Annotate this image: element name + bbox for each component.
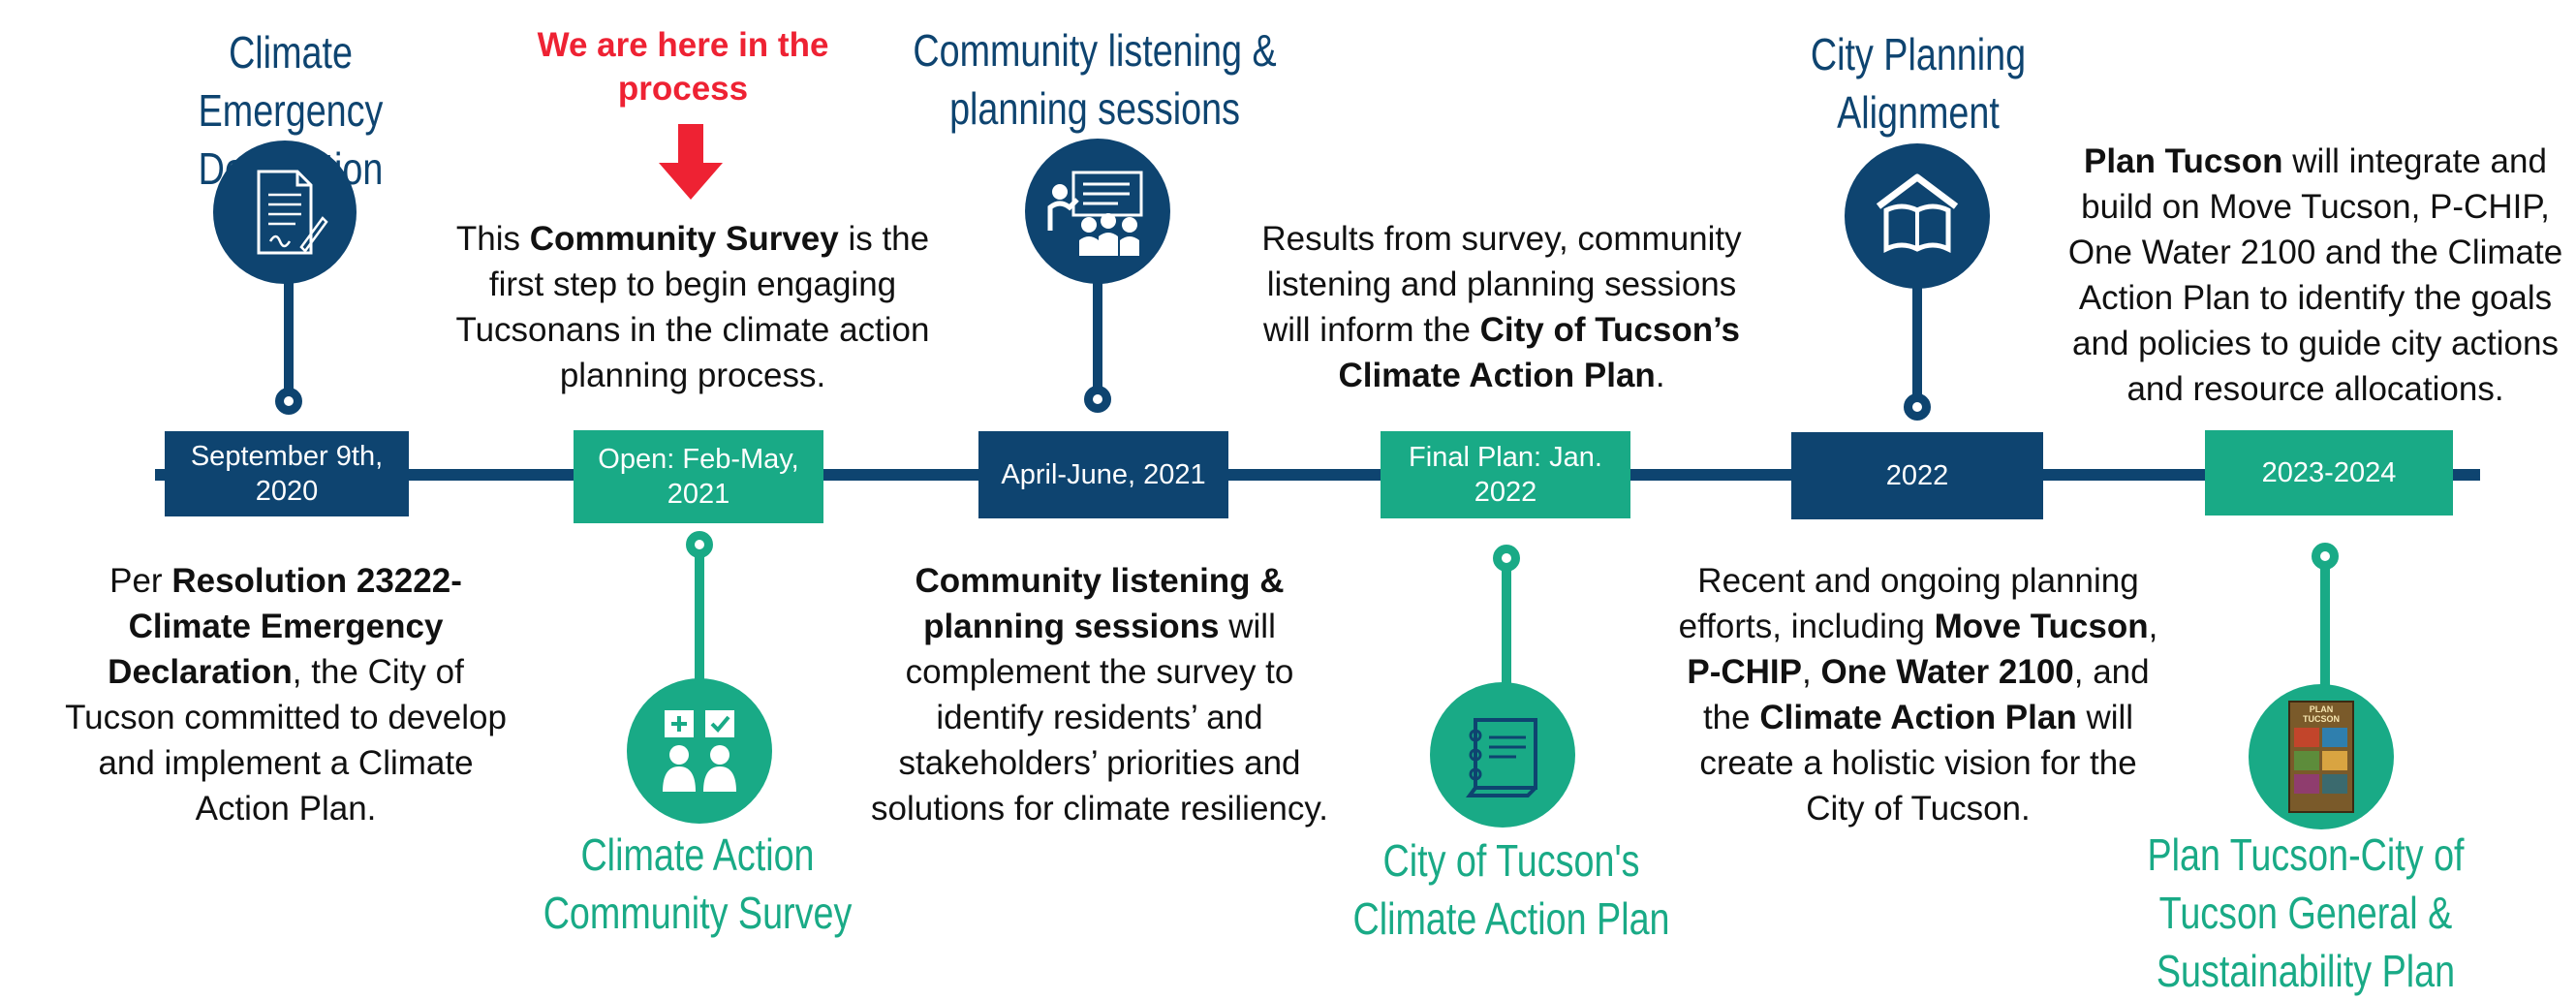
milestone-date: Open: Feb-May, 2021 [574, 430, 823, 523]
connector-stem [1912, 285, 1922, 395]
connector-ring [1084, 386, 1111, 413]
connector-ring [275, 388, 302, 415]
connector-stem [2320, 568, 2330, 688]
milestone-description: Community listening & planning sessions … [870, 562, 1329, 828]
down-arrow-icon [659, 124, 723, 204]
connector-ring [1904, 393, 1931, 421]
plan-tucson-cover-icon: PLAN TUCSON [2249, 684, 2394, 829]
milestone-description: This Community Survey is the first step … [455, 220, 930, 394]
connector-ring [2312, 543, 2339, 570]
open-book-house-icon [1845, 143, 1990, 289]
notebook-icon [1430, 682, 1575, 828]
milestone-date: September 9th, 2020 [165, 431, 409, 516]
milestone-description: Results from survey, community listening… [1261, 220, 1742, 394]
milestone-date: April-June, 2021 [978, 431, 1228, 518]
presentation-audience-icon [1025, 139, 1170, 284]
connector-ring [686, 531, 713, 558]
connector-stem [284, 281, 294, 390]
connector-ring [1493, 545, 1520, 572]
milestone-title: Community listening & planning sessions [913, 25, 1277, 134]
milestone-description: Per Resolution 23222-Climate Emergency D… [65, 562, 507, 828]
milestone-description: Recent and ongoing planning efforts, inc… [1678, 562, 2158, 828]
connector-stem [1502, 570, 1511, 686]
milestone-title: Climate Emergency Declaration [198, 27, 384, 194]
milestone-title: City of Tucson's Climate Action Plan [1352, 835, 1670, 944]
milestone-title: City Planning Alignment [1810, 29, 2027, 138]
connector-stem [1093, 281, 1102, 388]
status-note: We are here in the process [537, 26, 829, 108]
connector-stem [695, 556, 704, 682]
milestone-title: Plan Tucson-City of Tucson General & Sus… [2147, 829, 2465, 996]
milestone-date: 2022 [1791, 432, 2043, 519]
timeline-line [155, 469, 2480, 481]
milestone-date: 2023-2024 [2205, 430, 2453, 516]
survey-people-icon [627, 678, 772, 824]
milestone-date: Final Plan: Jan. 2022 [1381, 431, 1630, 518]
document-signature-icon [213, 141, 357, 284]
milestone-description: Plan Tucson will integrate and build on … [2067, 142, 2563, 408]
milestone-title: Climate Action Community Survey [543, 829, 853, 938]
